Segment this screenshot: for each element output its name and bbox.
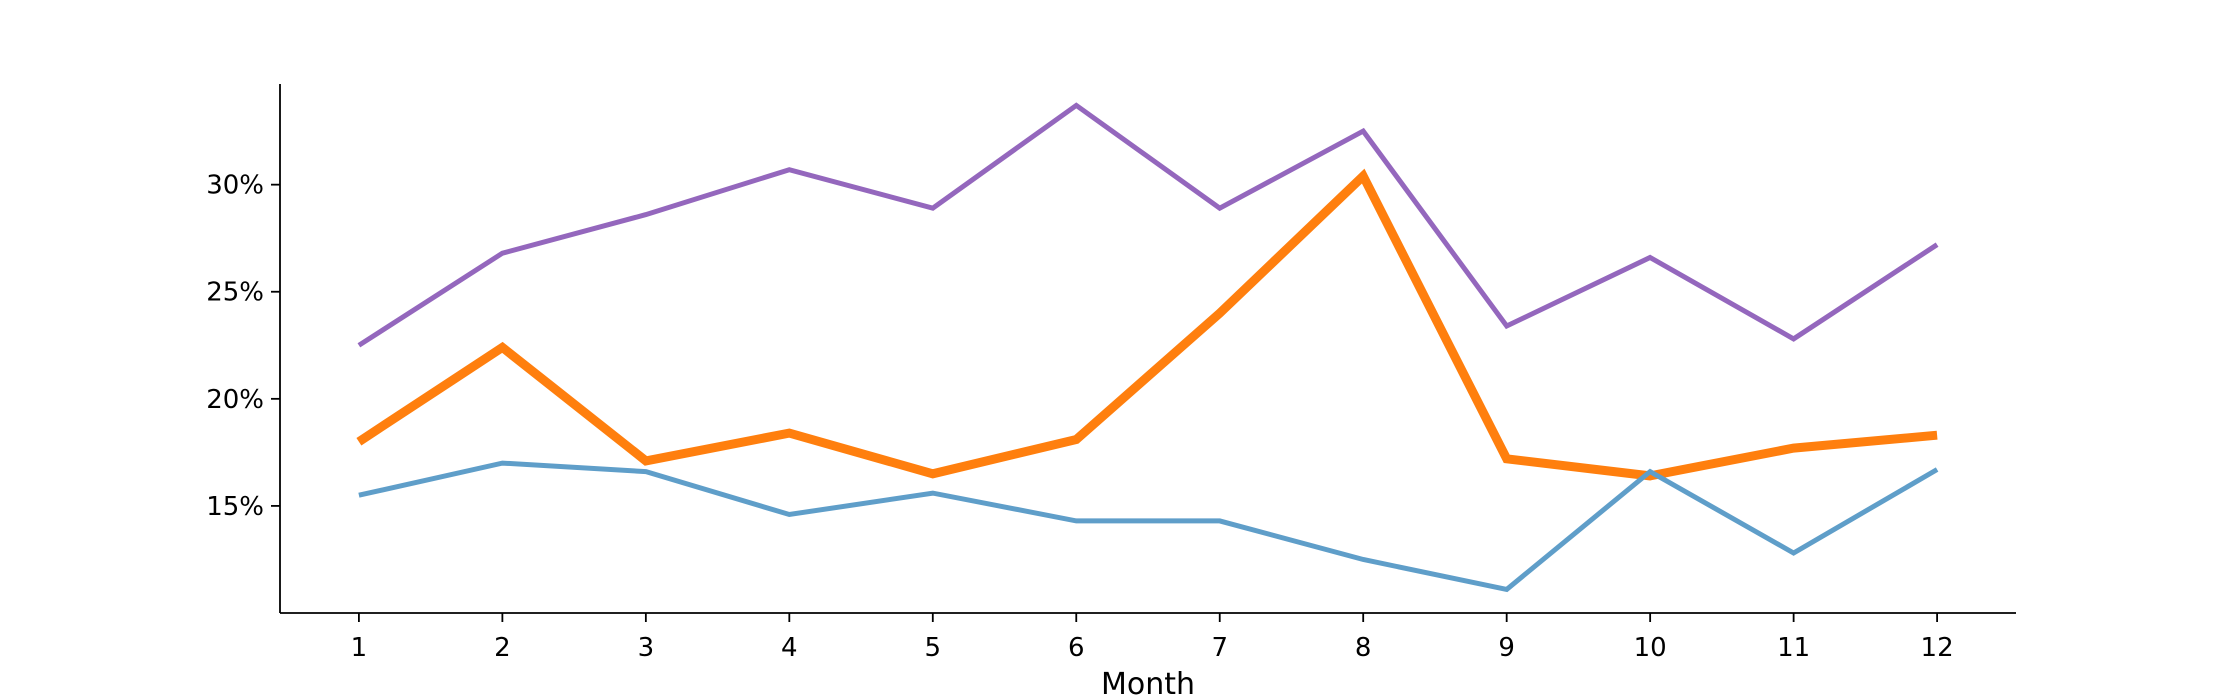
series-1-point <box>1650 257 1651 258</box>
series-3-point <box>1363 559 1364 560</box>
x-tick-label: 4 <box>781 633 798 663</box>
x-tick-label: 1 <box>351 633 368 663</box>
series-3-point <box>1793 553 1794 554</box>
series-3-point <box>502 463 503 464</box>
series-1-point <box>932 208 933 209</box>
series-2-point <box>932 473 933 474</box>
series-3-point <box>789 514 790 515</box>
series-2-point <box>358 441 359 442</box>
x-axis-ticks: 1 2 3 4 5 6 7 8 9 10 11 12 <box>351 613 1954 663</box>
series-2-point <box>1506 458 1507 459</box>
series-2-point <box>1937 435 1938 436</box>
x-axis-label: Month <box>1101 667 1195 700</box>
series-3-point <box>932 493 933 494</box>
series-2-point <box>1793 448 1794 449</box>
x-tick-label: 7 <box>1211 633 1228 663</box>
series-1-point <box>1076 105 1077 106</box>
series-1-point <box>1793 338 1794 339</box>
x-tick-label: 12 <box>1921 633 1954 663</box>
series-3-point <box>1650 471 1651 472</box>
series-line-2 <box>356 168 1938 481</box>
y-tick-label: 30% <box>206 171 264 201</box>
x-tick-label: 3 <box>638 633 655 663</box>
x-tick-label: 11 <box>1777 633 1810 663</box>
x-tick-label: 9 <box>1498 633 1515 663</box>
series-layer <box>356 102 1939 593</box>
series-2-point <box>789 433 790 434</box>
series-3-point <box>645 471 646 472</box>
series-3-point <box>358 495 359 496</box>
series-1-point <box>358 345 359 346</box>
series-1-point <box>645 214 646 215</box>
series-1-point <box>1937 244 1938 245</box>
x-tick-label: 10 <box>1634 633 1667 663</box>
series-line-1 <box>357 102 1939 348</box>
series-1-point <box>1363 131 1364 132</box>
series-1-point <box>502 253 503 254</box>
series-2-point <box>1363 176 1364 177</box>
series-3-point <box>1506 589 1507 590</box>
series-1-point <box>1219 208 1220 209</box>
series-3-point <box>1076 520 1077 521</box>
x-tick-label: 8 <box>1355 633 1372 663</box>
series-2-point <box>1219 313 1220 314</box>
series-1-point <box>1506 326 1507 327</box>
series-2-point <box>645 460 646 461</box>
series-1-point <box>789 169 790 170</box>
y-tick-label: 20% <box>206 385 264 415</box>
x-tick-label: 5 <box>925 633 942 663</box>
y-axis-ticks: 15% 20% 25% 30% <box>206 171 280 522</box>
y-tick-label: 25% <box>206 278 264 308</box>
series-2-point <box>502 347 503 348</box>
series-3-point <box>1937 469 1938 470</box>
series-2-point <box>1650 475 1651 476</box>
series-2-point <box>1076 439 1077 440</box>
x-tick-label: 2 <box>494 633 511 663</box>
series-line-3 <box>358 460 1939 593</box>
x-tick-label: 6 <box>1068 633 1085 663</box>
y-tick-label: 15% <box>206 492 264 522</box>
series-3-point <box>1219 520 1220 521</box>
